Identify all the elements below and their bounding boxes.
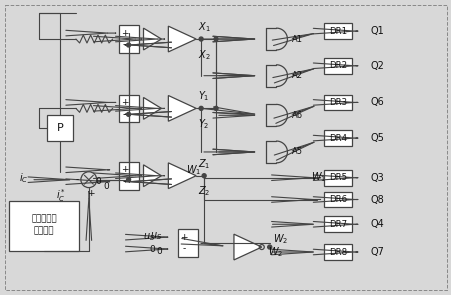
Text: Q5: Q5 [369, 133, 383, 143]
Text: +: + [120, 98, 128, 107]
Bar [324, 244, 351, 260]
Text: DR3: DR3 [328, 98, 347, 107]
Text: DR7: DR7 [328, 220, 347, 229]
Text: Q4: Q4 [369, 219, 383, 229]
Text: Q3: Q3 [369, 173, 383, 183]
Polygon shape [234, 234, 261, 260]
Text: 提取算法: 提取算法 [34, 227, 54, 236]
Bar [324, 58, 351, 74]
Text: $W_1$: $W_1$ [311, 170, 326, 183]
Polygon shape [143, 97, 161, 119]
Text: $i_C$: $i_C$ [19, 171, 28, 185]
Text: -: - [123, 110, 126, 119]
Text: -: - [182, 245, 185, 253]
Text: Q6: Q6 [369, 97, 383, 107]
Text: DR2: DR2 [328, 61, 347, 70]
Text: Q8: Q8 [369, 194, 383, 204]
Text: $Y_1$: $Y_1$ [198, 90, 209, 103]
Polygon shape [143, 165, 161, 187]
Polygon shape [143, 28, 161, 50]
Text: Q1: Q1 [369, 26, 383, 36]
Bar [47, 115, 73, 141]
Bar [324, 216, 351, 232]
Bar [119, 94, 138, 122]
Text: A2: A2 [291, 71, 302, 80]
Text: $X_2$: $X_2$ [198, 48, 210, 62]
Text: $Z_2$: $Z_2$ [198, 185, 210, 199]
Text: 0: 0 [156, 247, 162, 255]
Bar [9, 201, 79, 251]
Text: $i_C^*$: $i_C^*$ [56, 187, 66, 204]
Text: A5: A5 [291, 148, 302, 156]
Text: DR5: DR5 [328, 173, 347, 182]
Circle shape [126, 112, 130, 116]
Circle shape [214, 106, 217, 110]
Text: -: - [75, 175, 79, 184]
Bar [178, 229, 198, 257]
Circle shape [199, 37, 202, 41]
Bar [119, 25, 138, 53]
Circle shape [202, 174, 206, 178]
Text: $W_2$: $W_2$ [272, 232, 287, 246]
Text: $X_1$: $X_1$ [198, 20, 211, 34]
Text: P: P [56, 123, 63, 133]
Text: 0: 0 [95, 177, 101, 186]
Text: -: - [123, 177, 126, 186]
Text: $u_S$: $u_S$ [150, 230, 162, 242]
Text: DR4: DR4 [328, 134, 347, 142]
Text: $W_1$: $W_1$ [185, 163, 201, 177]
Text: $Y_2$: $Y_2$ [198, 117, 209, 131]
Bar [324, 23, 351, 39]
Circle shape [214, 37, 217, 41]
Text: Q7: Q7 [369, 247, 383, 257]
Text: +: + [180, 233, 188, 242]
Bar [324, 191, 351, 207]
Text: 0: 0 [149, 245, 155, 253]
Text: +: + [120, 165, 128, 174]
Circle shape [126, 43, 130, 47]
Text: -: - [123, 40, 126, 50]
Text: $W_2$: $W_2$ [267, 245, 282, 259]
Polygon shape [168, 26, 196, 52]
Bar [324, 130, 351, 146]
Bar [119, 162, 138, 190]
Text: 0: 0 [103, 182, 109, 191]
Text: $u_S$: $u_S$ [143, 231, 155, 243]
Text: A1: A1 [291, 35, 302, 44]
Bar [324, 94, 351, 110]
Polygon shape [168, 163, 196, 189]
Bar [324, 170, 351, 186]
Circle shape [199, 106, 202, 110]
Text: A6: A6 [291, 111, 302, 120]
Text: DR8: DR8 [328, 248, 347, 257]
Text: DR6: DR6 [328, 195, 347, 204]
Text: Q2: Q2 [369, 61, 383, 71]
Polygon shape [168, 96, 196, 121]
Text: DR1: DR1 [328, 27, 347, 36]
Text: +: + [87, 189, 94, 198]
Text: 谐波及无功: 谐波及无功 [31, 215, 57, 224]
Circle shape [126, 178, 130, 182]
Text: +: + [120, 29, 128, 37]
Circle shape [267, 245, 271, 249]
Text: $Z_1$: $Z_1$ [198, 157, 210, 171]
